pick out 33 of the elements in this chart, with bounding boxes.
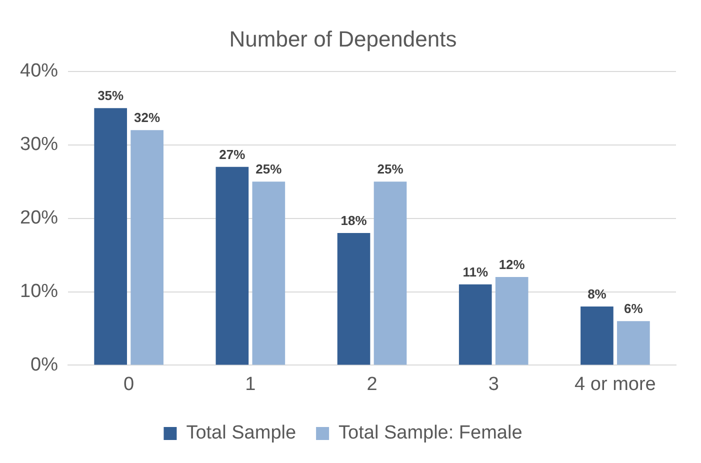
data-label: 25% [256, 162, 282, 177]
bar [374, 182, 407, 365]
bar [216, 166, 249, 365]
data-label: 35% [98, 88, 124, 104]
data-label: 27% [219, 146, 246, 162]
data-label: 18% [340, 213, 368, 228]
data-label: 12% [498, 257, 526, 272]
x-tick-label: 2 [366, 374, 378, 395]
legend-label: Total Sample [186, 422, 296, 444]
data-label: 11% [462, 264, 488, 280]
bar [458, 284, 492, 365]
legend-label: Total Sample: Female [338, 422, 522, 444]
x-tick-label: 0 [124, 374, 134, 395]
y-tick-label: 10% [20, 280, 58, 302]
bar [130, 130, 164, 365]
bar [252, 182, 286, 365]
data-label: 32% [134, 110, 161, 126]
bar [580, 306, 614, 365]
data-label: 6% [624, 301, 644, 316]
y-tick-label: 30% [20, 134, 58, 156]
bar [94, 108, 127, 365]
y-tick-label: 40% [20, 60, 58, 82]
x-tick-label: 3 [488, 374, 499, 395]
bar [337, 232, 370, 365]
bar [495, 277, 528, 365]
x-tick-label: 4 or more [574, 374, 656, 395]
x-tick-label: 1 [245, 374, 256, 395]
y-tick-label: 20% [20, 208, 58, 229]
data-label: 25% [377, 162, 404, 177]
chart-title: Number of Dependents [229, 26, 457, 52]
bar [617, 321, 650, 365]
data-label: 8% [588, 286, 607, 302]
y-tick-label: 0% [30, 354, 58, 376]
